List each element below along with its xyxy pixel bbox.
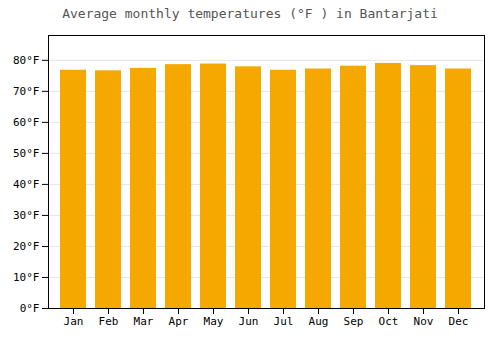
svg-text:10°F: 10°F xyxy=(13,271,40,284)
svg-text:May: May xyxy=(204,315,224,328)
svg-text:Jul: Jul xyxy=(274,315,294,328)
svg-text:40°F: 40°F xyxy=(13,178,40,191)
svg-text:60°F: 60°F xyxy=(13,116,40,129)
svg-text:Feb: Feb xyxy=(99,315,119,328)
svg-text:Jan: Jan xyxy=(64,315,84,328)
svg-text:Dec: Dec xyxy=(449,315,469,328)
svg-text:Jun: Jun xyxy=(239,315,259,328)
svg-text:30°F: 30°F xyxy=(13,209,40,222)
svg-text:Sep: Sep xyxy=(344,315,364,328)
svg-text:Apr: Apr xyxy=(169,315,189,328)
svg-text:Aug: Aug xyxy=(309,315,329,328)
svg-text:0°F: 0°F xyxy=(20,302,40,315)
svg-text:70°F: 70°F xyxy=(13,85,40,98)
svg-text:Oct: Oct xyxy=(379,315,399,328)
svg-text:80°F: 80°F xyxy=(13,54,40,67)
svg-text:20°F: 20°F xyxy=(13,240,40,253)
html-text:Average monthly temperatures (: Average monthly temperatures (°F ) in Ba… xyxy=(62,6,438,21)
svg-text:Mar: Mar xyxy=(134,315,154,328)
svg-text:Nov: Nov xyxy=(414,315,434,328)
svg-text:50°F: 50°F xyxy=(13,147,40,160)
